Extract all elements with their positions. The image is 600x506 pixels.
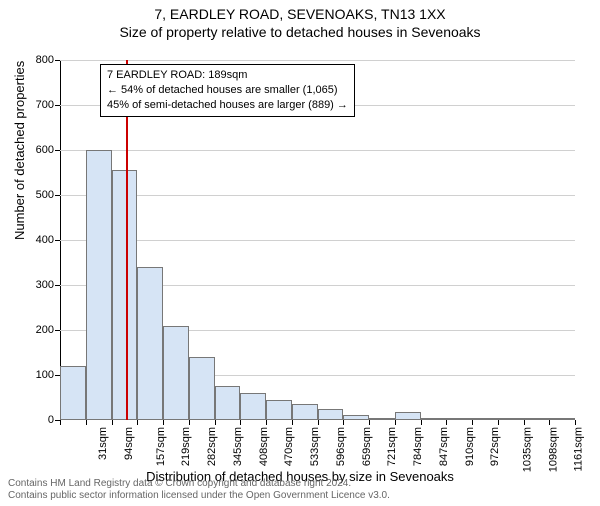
histogram-bar (266, 400, 292, 420)
histogram-bar (86, 150, 112, 420)
x-tick-label: 157sqm (155, 427, 167, 466)
x-tick-label: 659sqm (361, 427, 373, 466)
y-tick-label: 700 (36, 99, 60, 111)
histogram-chart: 010020030040050060070080031sqm94sqm157sq… (60, 60, 575, 420)
y-tick-label: 300 (36, 279, 60, 291)
x-tick (112, 420, 113, 425)
x-tick-label: 219sqm (180, 427, 192, 466)
histogram-bar (524, 418, 550, 420)
x-tick (215, 420, 216, 425)
x-tick-label: 533sqm (309, 427, 321, 466)
x-tick-label: 1035sqm (521, 427, 533, 472)
histogram-bar (343, 415, 369, 420)
histogram-bar (292, 404, 318, 420)
x-tick (240, 420, 241, 425)
page-title-line2: Size of property relative to detached ho… (0, 24, 600, 40)
x-tick (163, 420, 164, 425)
x-tick (498, 420, 499, 425)
x-tick-label: 1161sqm (572, 427, 584, 471)
x-tick (318, 420, 319, 425)
info-box-line2: ← 54% of detached houses are smaller (1,… (107, 83, 348, 98)
histogram-bar (472, 418, 498, 420)
gridline (60, 195, 575, 196)
y-tick-label: 800 (36, 54, 60, 66)
x-tick-label: 282sqm (206, 427, 218, 466)
y-tick-label: 500 (36, 189, 60, 201)
x-tick-label: 470sqm (283, 427, 295, 466)
histogram-bar (369, 418, 395, 420)
y-tick-label: 200 (36, 324, 60, 336)
x-tick (292, 420, 293, 425)
histogram-bar (112, 170, 138, 420)
x-tick (369, 420, 370, 425)
footer-line1: Contains HM Land Registry data © Crown c… (8, 478, 390, 490)
x-tick (472, 420, 473, 425)
x-tick (446, 420, 447, 425)
x-tick-label: 94sqm (123, 427, 135, 460)
x-tick-label: 596sqm (335, 427, 347, 466)
x-tick (189, 420, 190, 425)
page-title-line1: 7, EARDLEY ROAD, SEVENOAKS, TN13 1XX (0, 6, 600, 22)
x-tick-label: 1098sqm (547, 427, 559, 472)
histogram-bar (421, 418, 447, 420)
y-tick-label: 400 (36, 234, 60, 246)
histogram-bar (318, 409, 344, 420)
histogram-bar (163, 326, 189, 421)
histogram-bar (240, 393, 266, 420)
histogram-bar (549, 418, 575, 420)
histogram-bar (215, 386, 241, 420)
x-tick (137, 420, 138, 425)
gridline (60, 240, 575, 241)
info-box-line1: 7 EARDLEY ROAD: 189sqm (107, 68, 348, 83)
x-tick (395, 420, 396, 425)
x-tick-label: 972sqm (489, 427, 501, 466)
y-tick-label: 100 (36, 369, 60, 381)
x-tick (549, 420, 550, 425)
x-tick (343, 420, 344, 425)
x-tick-label: 784sqm (412, 427, 424, 466)
x-tick (524, 420, 525, 425)
histogram-bar (498, 418, 524, 420)
histogram-bar (446, 418, 472, 420)
x-tick-label: 31sqm (97, 427, 109, 460)
histogram-bar (189, 357, 215, 420)
x-tick (575, 420, 576, 425)
x-tick-label: 721sqm (386, 427, 398, 466)
x-tick (60, 420, 61, 425)
x-tick (266, 420, 267, 425)
y-tick-label: 600 (36, 144, 60, 156)
y-tick-label: 0 (48, 414, 60, 426)
x-tick-label: 408sqm (258, 427, 270, 466)
y-axis-label: Number of detached properties (12, 61, 27, 240)
gridline (60, 150, 575, 151)
info-box-line3: 45% of semi-detached houses are larger (… (107, 98, 348, 113)
x-tick-label: 910sqm (464, 427, 476, 466)
x-tick (421, 420, 422, 425)
x-tick-label: 847sqm (438, 427, 450, 466)
footer-attribution: Contains HM Land Registry data © Crown c… (8, 478, 390, 502)
gridline (60, 60, 575, 61)
histogram-bar (395, 412, 421, 420)
x-tick-label: 345sqm (232, 427, 244, 466)
info-box: 7 EARDLEY ROAD: 189sqm ← 54% of detached… (100, 64, 355, 117)
x-tick (86, 420, 87, 425)
footer-line2: Contains public sector information licen… (8, 490, 390, 502)
histogram-bar (60, 366, 86, 420)
histogram-bar (137, 267, 163, 420)
